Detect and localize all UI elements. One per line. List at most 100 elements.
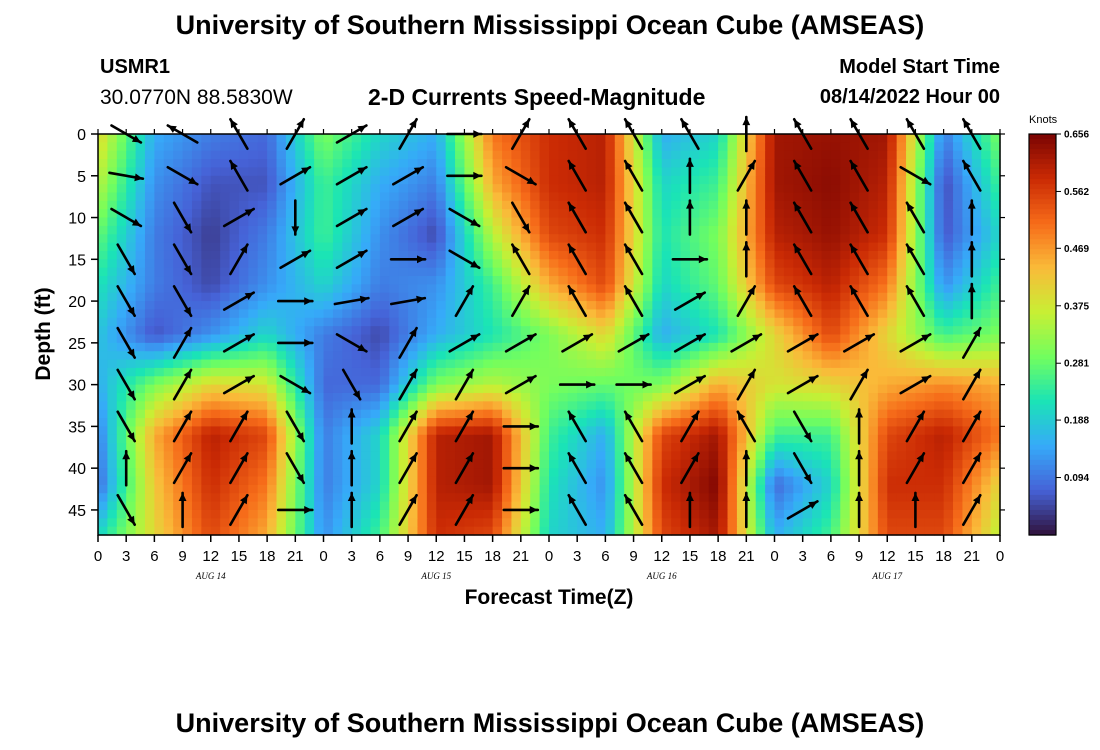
- heatmap-cell: [633, 326, 644, 336]
- heatmap-cell: [830, 501, 841, 511]
- heatmap-cell: [267, 459, 278, 469]
- heatmap-cell: [116, 518, 127, 528]
- heatmap-cell: [229, 484, 240, 494]
- heatmap-cell: [765, 276, 776, 285]
- heatmap-cell: [173, 342, 184, 352]
- heatmap-cell: [896, 159, 907, 169]
- heatmap-cell: [332, 159, 343, 169]
- heatmap-cell: [483, 184, 494, 194]
- heatmap-cell: [990, 167, 1001, 177]
- heatmap-cell: [642, 217, 653, 227]
- heatmap-cell: [464, 309, 475, 319]
- heatmap-cell: [661, 434, 672, 444]
- heatmap-cell: [859, 234, 870, 244]
- heatmap-cell: [267, 217, 278, 227]
- heatmap-cell: [98, 317, 108, 327]
- heatmap-cell: [511, 326, 522, 336]
- heatmap-cell: [370, 175, 381, 185]
- heatmap-cell: [614, 351, 625, 361]
- heatmap-cell: [953, 526, 964, 536]
- heatmap-cell: [295, 476, 306, 486]
- heatmap-cell: [830, 150, 841, 160]
- heatmap-cell: [464, 242, 475, 252]
- heatmap-cell: [943, 276, 954, 285]
- heatmap-cell: [934, 342, 945, 352]
- heatmap-cell: [220, 451, 231, 461]
- heatmap-cell: [304, 175, 315, 185]
- heatmap-cell: [971, 509, 982, 519]
- heatmap-cell: [812, 292, 823, 302]
- heatmap-cell: [736, 184, 747, 194]
- heatmap-cell: [107, 367, 118, 377]
- heatmap-cell: [445, 292, 456, 302]
- heatmap-cell: [680, 276, 691, 285]
- heatmap-cell: [971, 192, 982, 202]
- heatmap-cell: [98, 134, 108, 143]
- heatmap-cell: [708, 384, 719, 394]
- heatmap-cell: [530, 426, 541, 436]
- heatmap-cell: [605, 392, 616, 402]
- heatmap-cell: [783, 459, 794, 469]
- heatmap-cell: [98, 451, 108, 461]
- heatmap-cell: [323, 167, 334, 177]
- heatmap-cell: [934, 434, 945, 444]
- heatmap-cell: [173, 351, 184, 361]
- heatmap-cell: [661, 301, 672, 311]
- heatmap-cell: [276, 451, 287, 461]
- current-arrow: [623, 201, 644, 234]
- heatmap-cell: [520, 468, 531, 478]
- heatmap-cell: [492, 134, 503, 143]
- heatmap-cell: [821, 225, 832, 235]
- heatmap-cell: [530, 526, 541, 536]
- heatmap-cell: [605, 250, 616, 260]
- heatmap-cell: [539, 334, 550, 344]
- heatmap-cell: [370, 401, 381, 411]
- date-label: AUG 15: [420, 571, 451, 581]
- current-arrow: [899, 333, 932, 353]
- heatmap-cell: [304, 526, 315, 536]
- heatmap-cell: [116, 150, 127, 160]
- heatmap-cell: [849, 468, 860, 478]
- heatmap-cell: [201, 443, 212, 453]
- heatmap-cell: [783, 392, 794, 402]
- heatmap-cell: [605, 309, 616, 319]
- heatmap-cell: [727, 267, 738, 277]
- heatmap-cell: [389, 401, 400, 411]
- heatmap-cell: [859, 484, 870, 494]
- heatmap-cell: [351, 284, 362, 294]
- page-title: University of Southern Mississippi Ocean…: [175, 10, 925, 40]
- heatmap-cell: [464, 250, 475, 260]
- heatmap-cell: [774, 476, 785, 486]
- y-tick-label: 0: [77, 127, 86, 144]
- heatmap-cell: [408, 184, 419, 194]
- heatmap-cell: [924, 309, 935, 319]
- heatmap-cell: [285, 401, 296, 411]
- heatmap-cell: [116, 192, 127, 202]
- heatmap-cell: [389, 234, 400, 244]
- y-tick-label: 40: [68, 461, 86, 478]
- heatmap-cell: [595, 418, 606, 427]
- heatmap-cell: [304, 468, 315, 478]
- heatmap-cell: [783, 267, 794, 277]
- heatmap-cell: [182, 526, 193, 536]
- heatmap-cell: [314, 501, 325, 511]
- heatmap-cell: [680, 468, 691, 478]
- heatmap-cell: [727, 317, 738, 327]
- heatmap-cell: [135, 317, 146, 327]
- heatmap-cell: [267, 225, 278, 235]
- heatmap-cell: [530, 200, 541, 210]
- heatmap-cell: [314, 451, 325, 461]
- heatmap-cell: [755, 426, 766, 436]
- heatmap-cell: [915, 326, 926, 336]
- heatmap-cell: [605, 326, 616, 336]
- heatmap-cell: [389, 451, 400, 461]
- heatmap-cell: [821, 217, 832, 227]
- heatmap-cell: [718, 518, 729, 528]
- heatmap-cell: [351, 267, 362, 277]
- heatmap-cell: [398, 476, 409, 486]
- current-arrow: [792, 159, 813, 192]
- heatmap-cell: [774, 367, 785, 377]
- heatmap-cell: [774, 359, 785, 369]
- heatmap-cell: [201, 384, 212, 394]
- heatmap-cell: [962, 401, 973, 411]
